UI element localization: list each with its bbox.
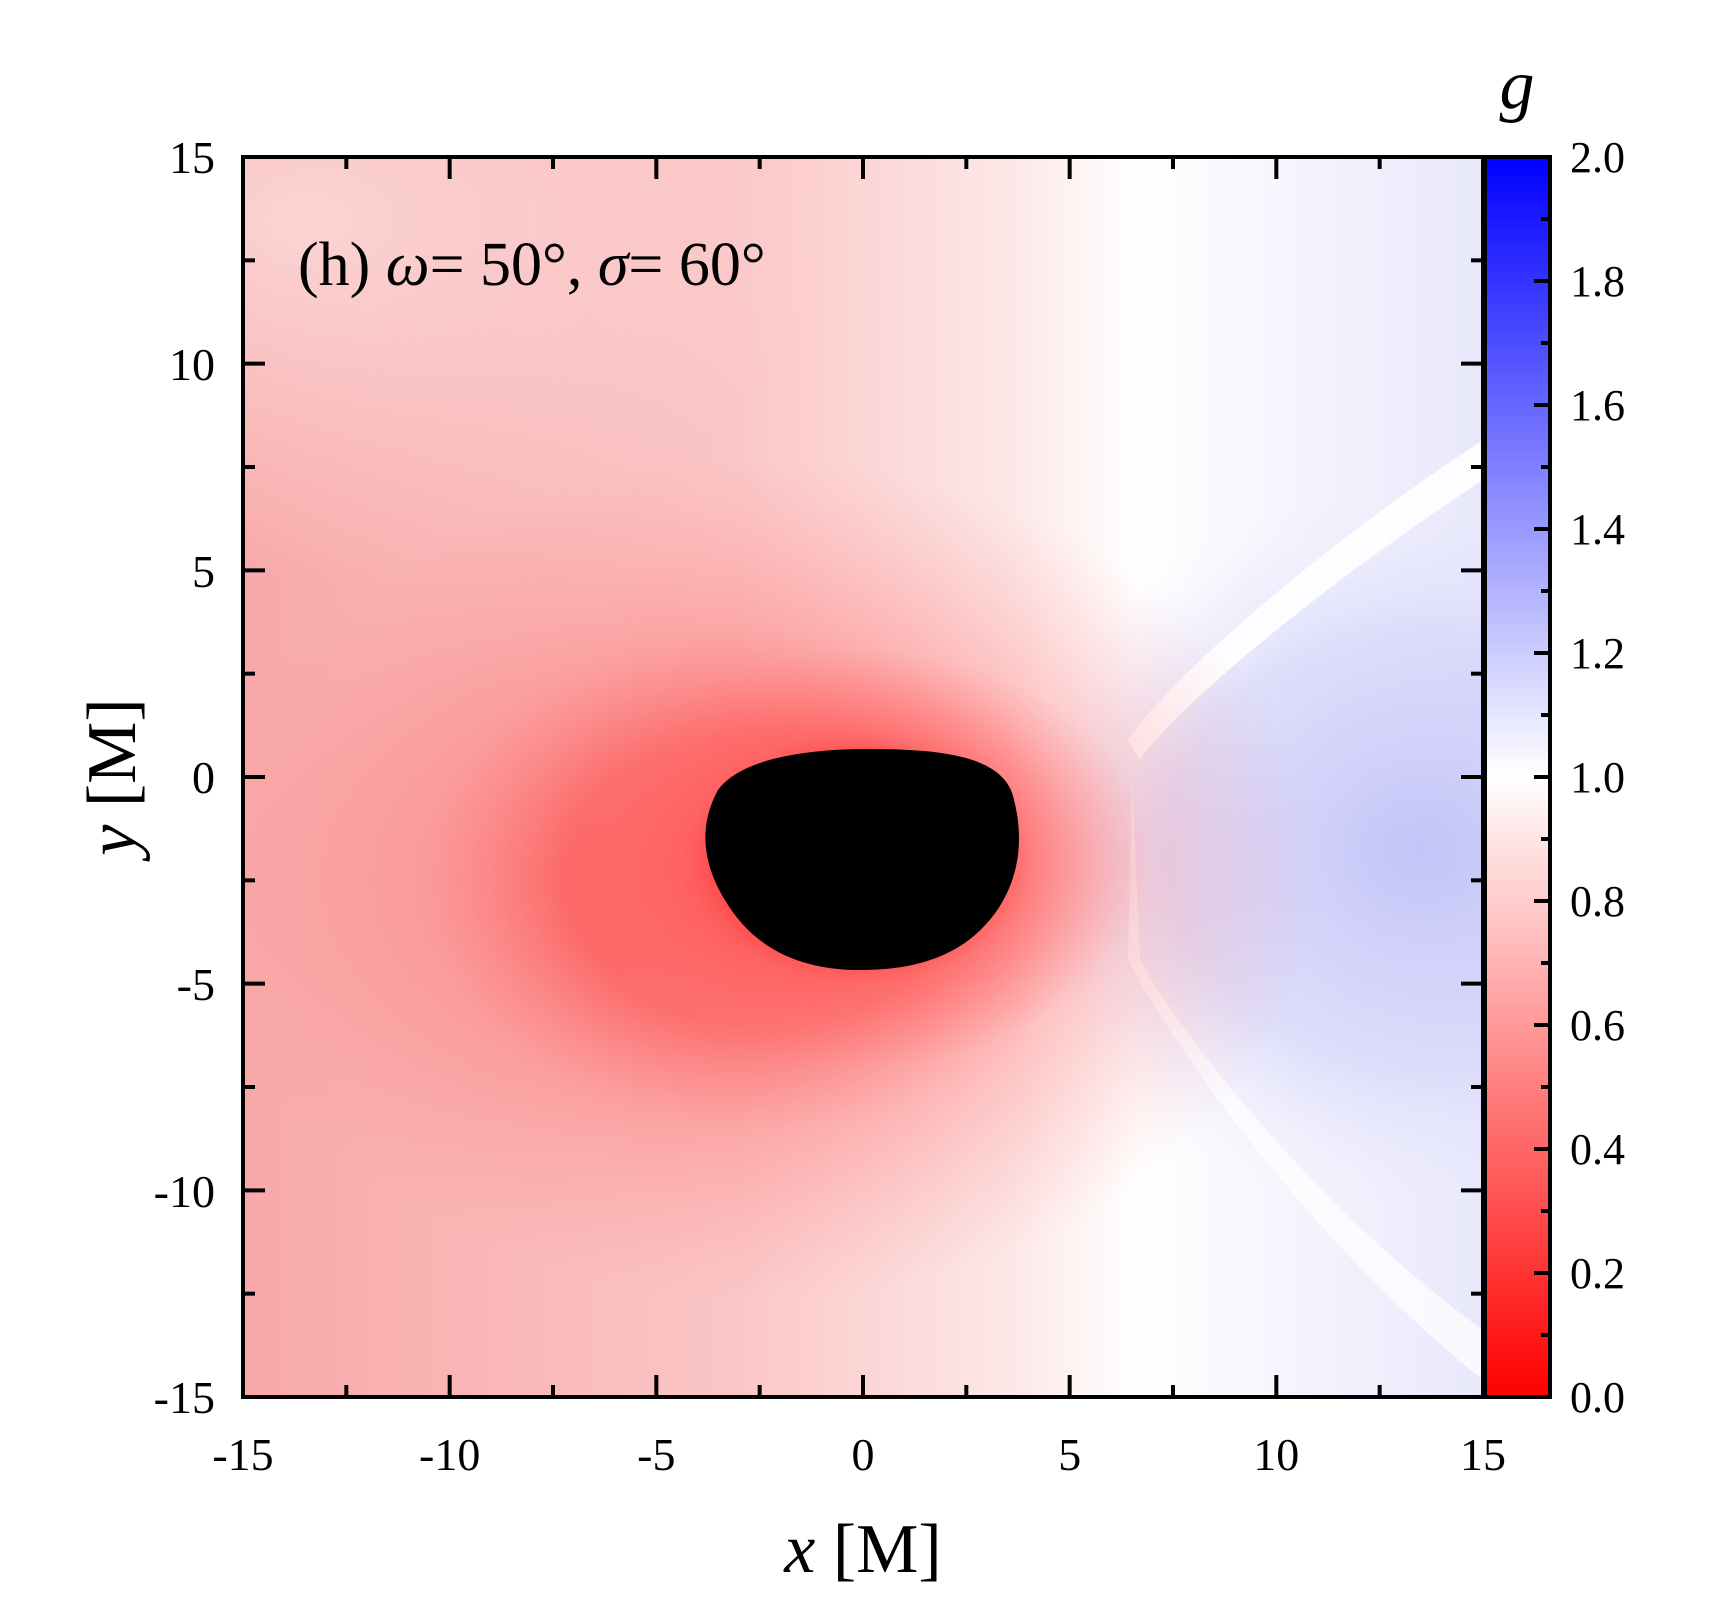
colorbar-tick-label: 1.2	[1570, 629, 1625, 678]
x-tick-label: 0	[852, 1429, 875, 1480]
colorbar-tick-label: 0.8	[1570, 877, 1625, 926]
y-tick-label: 10	[169, 339, 215, 390]
y-tick-label: -5	[177, 959, 215, 1010]
heatmap-field	[243, 157, 1483, 1397]
colorbar-tick-label: 1.4	[1570, 505, 1625, 554]
colorbar-tick-label: 1.6	[1570, 381, 1625, 430]
colorbar: g 2.0 1.8 1.6 1.4 1.2 1.0 0.8 0.6 0.4 0.…	[1483, 47, 1625, 1422]
y-tick-label: 15	[169, 132, 215, 183]
x-tick-label: 10	[1253, 1429, 1299, 1480]
colorbar-tick-label: 2.0	[1570, 133, 1625, 182]
colorbar-tick-label: 1.0	[1570, 753, 1625, 802]
x-tick-label: 15	[1460, 1429, 1506, 1480]
colorbar-tick-label: 0.2	[1570, 1249, 1625, 1298]
y-axis-title: y [M]	[74, 698, 151, 861]
y-tick-label: -10	[154, 1166, 215, 1217]
y-tick-labels: 15 10 5 0 -5 -10 -15	[154, 132, 215, 1423]
x-tick-label: -15	[212, 1429, 273, 1480]
x-axis-title: x [M]	[783, 1511, 941, 1588]
x-tick-labels: -15 -10 -5 0 5 10 15	[212, 1429, 1506, 1480]
panel-annotation: (h) ω= 50°, σ= 60°	[298, 231, 766, 299]
x-tick-label: -5	[637, 1429, 675, 1480]
colorbar-tick-label: 0.6	[1570, 1001, 1625, 1050]
colorbar-title: g	[1500, 47, 1535, 124]
x-tick-label: 5	[1058, 1429, 1081, 1480]
y-tick-label: 5	[192, 546, 215, 597]
colorbar-ticks	[1534, 155, 1550, 1399]
y-tick-label: -15	[154, 1372, 215, 1423]
colorbar-tick-label: 1.8	[1570, 257, 1625, 306]
colorbar-tick-labels: 2.0 1.8 1.6 1.4 1.2 1.0 0.8 0.6 0.4 0.2 …	[1570, 133, 1625, 1422]
colorbar-tick-label: 0.0	[1570, 1373, 1625, 1422]
colorbar-tick-label: 0.4	[1570, 1125, 1625, 1174]
black-hole-shadow	[705, 749, 1020, 970]
x-tick-label: -10	[419, 1429, 480, 1480]
y-tick-label: 0	[192, 752, 215, 803]
